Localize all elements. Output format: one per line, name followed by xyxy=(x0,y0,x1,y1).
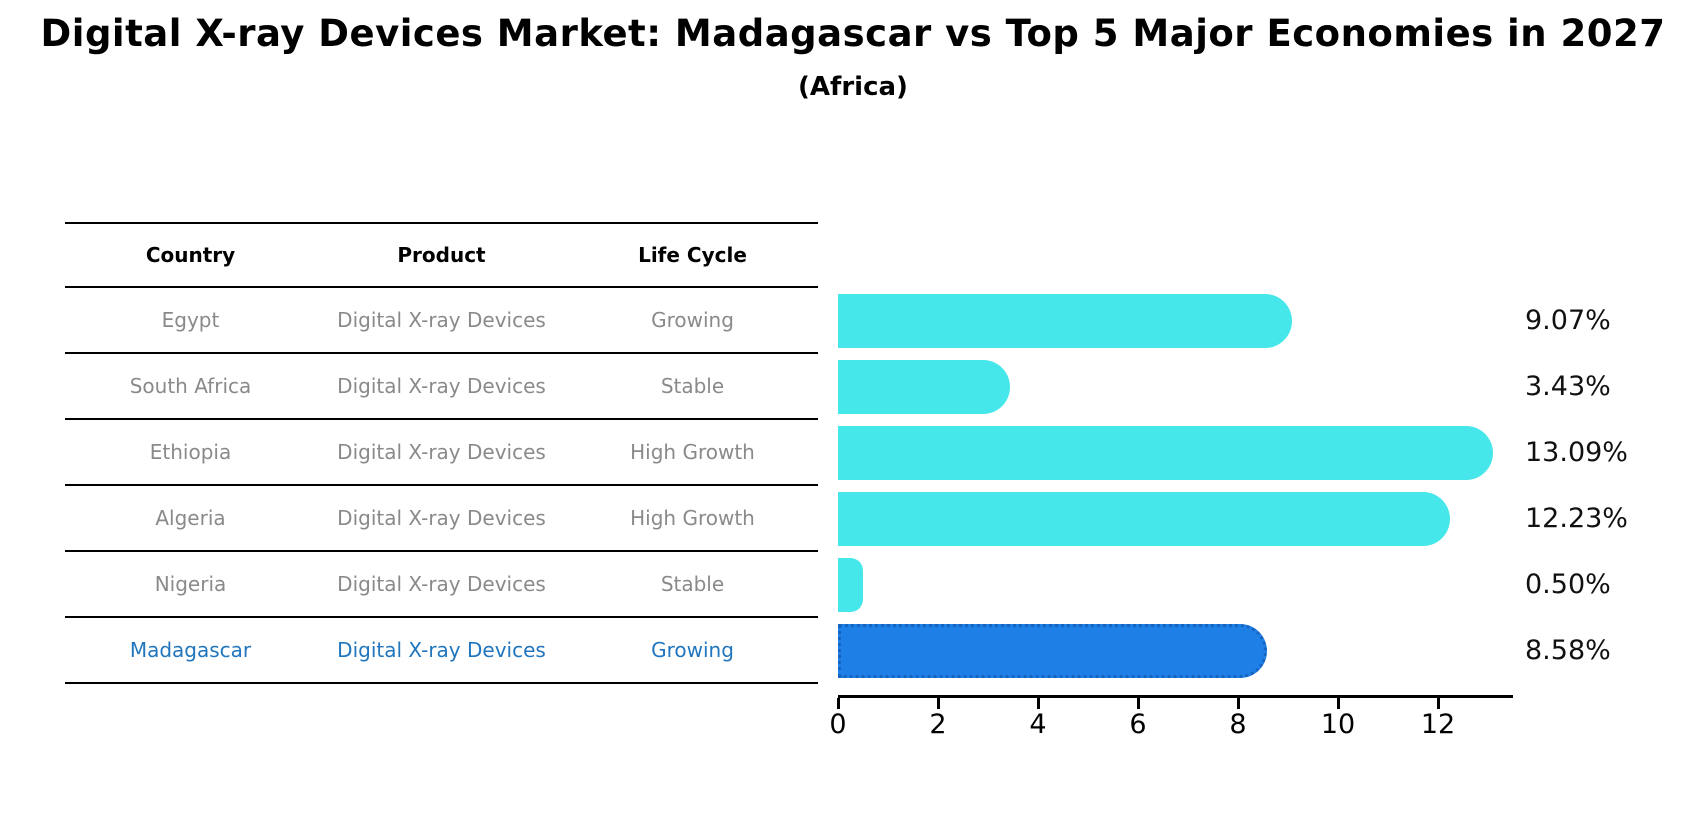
table-row-ethiopia: Ethiopia Digital X-ray Devices High Growth xyxy=(65,420,818,486)
cell-country: South Africa xyxy=(129,374,252,398)
x-tick-label-4: 4 xyxy=(1029,709,1047,740)
bar-row-nigeria: 0.50% xyxy=(838,552,1706,618)
value-label-egypt: 9.07% xyxy=(1525,305,1611,336)
x-tick-mark-4 xyxy=(1037,698,1040,709)
bar-egypt xyxy=(838,294,1292,348)
table-row-egypt: Egypt Digital X-ray Devices Growing xyxy=(65,288,818,354)
cell-life-cycle: Growing xyxy=(651,308,734,332)
table-row-south-africa: South Africa Digital X-ray Devices Stable xyxy=(65,354,818,420)
bar-row-south-africa: 3.43% xyxy=(838,354,1706,420)
bar-row-egypt: 9.07% xyxy=(838,288,1706,354)
cell-product: Digital X-ray Devices xyxy=(337,308,546,332)
cell-product: Digital X-ray Devices xyxy=(337,638,546,662)
x-tick-label-6: 6 xyxy=(1129,709,1147,740)
value-label-madagascar: 8.58% xyxy=(1525,635,1611,666)
table-header-row: Country Product Life Cycle xyxy=(65,222,818,288)
x-tick-label-8: 8 xyxy=(1229,709,1247,740)
table-row-algeria: Algeria Digital X-ray Devices High Growth xyxy=(65,486,818,552)
x-tick-mark-0 xyxy=(837,698,840,709)
value-label-south-africa: 3.43% xyxy=(1525,371,1611,402)
x-tick-label-10: 10 xyxy=(1320,709,1356,740)
x-tick-label-0: 0 xyxy=(829,709,847,740)
cell-life-cycle: High Growth xyxy=(630,506,755,530)
cell-life-cycle: Growing xyxy=(651,638,734,662)
bar-ethiopia xyxy=(838,426,1493,480)
x-tick-mark-12 xyxy=(1437,698,1440,709)
bar-row-algeria: 12.23% xyxy=(838,486,1706,552)
x-tick-mark-10 xyxy=(1337,698,1340,709)
table-header-product: Product xyxy=(397,243,486,267)
cell-country: Madagascar xyxy=(129,638,252,662)
x-tick-label-2: 2 xyxy=(929,709,947,740)
bar-row-madagascar: 8.58% xyxy=(838,618,1706,684)
bar-madagascar xyxy=(838,624,1267,678)
chart-subtitle: (Africa) xyxy=(798,72,908,102)
x-tick-mark-6 xyxy=(1137,698,1140,709)
cell-product: Digital X-ray Devices xyxy=(337,506,546,530)
x-axis-line xyxy=(838,695,1513,698)
cell-life-cycle: Stable xyxy=(660,572,725,596)
table-row-nigeria: Nigeria Digital X-ray Devices Stable xyxy=(65,552,818,618)
bar-nigeria xyxy=(838,558,863,612)
cell-life-cycle: High Growth xyxy=(630,440,755,464)
comparison-table: Country Product Life Cycle Egypt Digital X-r… xyxy=(65,222,818,684)
cell-country: Algeria xyxy=(155,506,226,530)
cell-country: Nigeria xyxy=(154,572,227,596)
value-label-algeria: 12.23% xyxy=(1525,503,1628,534)
x-tick-mark-8 xyxy=(1237,698,1240,709)
cell-product: Digital X-ray Devices xyxy=(337,440,546,464)
x-tick-mark-2 xyxy=(937,698,940,709)
cell-life-cycle: Stable xyxy=(660,374,725,398)
table-header-life-cycle: Life Cycle xyxy=(638,243,747,267)
bar-row-ethiopia: 13.09% xyxy=(838,420,1706,486)
cell-product: Digital X-ray Devices xyxy=(337,374,546,398)
cell-country: Egypt xyxy=(161,308,220,332)
cell-country: Ethiopia xyxy=(149,440,232,464)
bar-plot: 9.07% 3.43% 13.09% 12.23% 0.50% 8.58% xyxy=(838,288,1706,684)
value-label-nigeria: 0.50% xyxy=(1525,569,1611,600)
x-tick-label-12: 12 xyxy=(1420,709,1456,740)
table-header-country: Country xyxy=(145,243,236,267)
bar-algeria xyxy=(838,492,1450,546)
table-row-madagascar: Madagascar Digital X-ray Devices Growing xyxy=(65,618,818,684)
bar-south-africa xyxy=(838,360,1010,414)
cell-product: Digital X-ray Devices xyxy=(337,572,546,596)
chart-title: Digital X-ray Devices Market: Madagascar… xyxy=(40,12,1666,55)
value-label-ethiopia: 13.09% xyxy=(1525,437,1628,468)
x-axis: 0 2 4 6 8 10 12 xyxy=(829,695,1598,755)
